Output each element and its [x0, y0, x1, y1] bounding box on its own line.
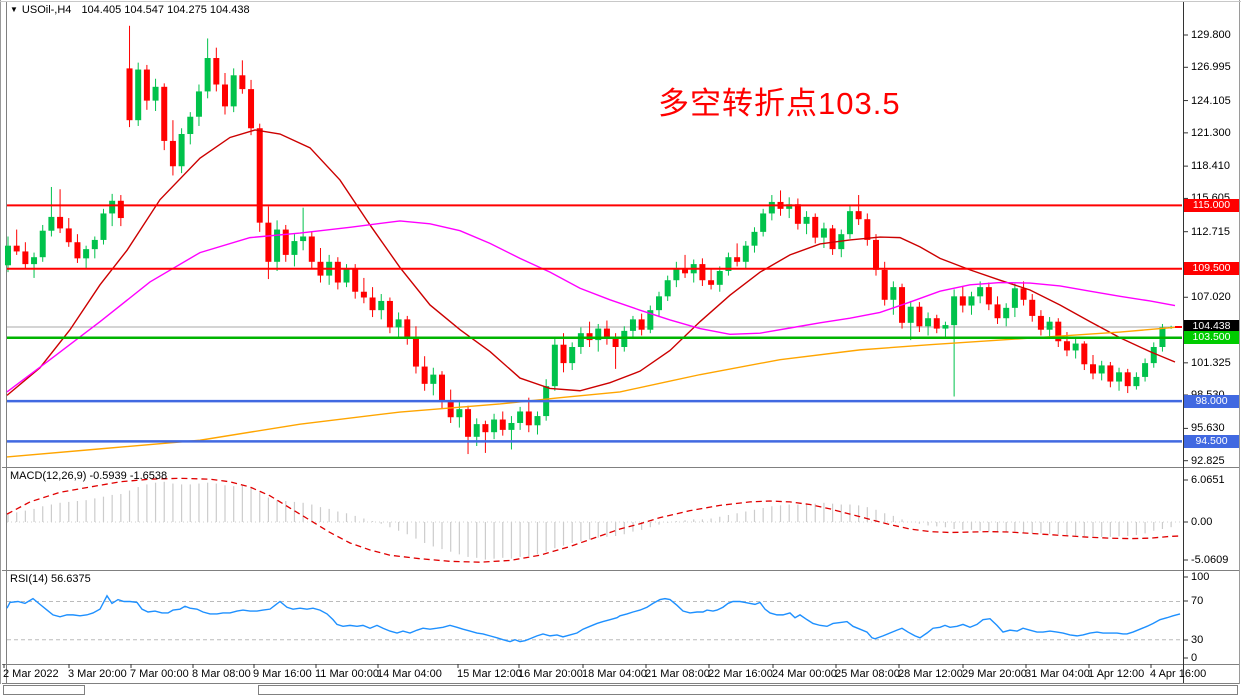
ma-mid-magenta: [6, 220, 1176, 393]
rsi-tick-label: 30: [1191, 634, 1204, 646]
price-tick-label: 101.325: [1191, 356, 1231, 369]
price-tick-label: 95.630: [1191, 422, 1225, 435]
rsi-label: RSI(14) 56.6375: [10, 573, 91, 585]
current-price-badge: 104.438: [1184, 320, 1239, 334]
time-axis-label: 29 Mar 20:00: [962, 668, 1027, 680]
time-axis-label: 16 Mar 20:00: [518, 668, 583, 680]
rsi-tick-label: 100: [1191, 571, 1210, 583]
rsi-tick-label: 70: [1191, 595, 1204, 607]
time-axis-label: 14 Mar 04:00: [377, 668, 442, 680]
time-axis-label: 15 Mar 12:00: [457, 668, 522, 680]
time-axis-label: 4 Apr 16:00: [1150, 668, 1207, 680]
time-axis-label: 21 Mar 08:00: [645, 668, 710, 680]
rsi-line: [6, 594, 1181, 643]
rsi-tick-label: 0: [1191, 652, 1198, 664]
macd-label: MACD(12,26,9) -0.5939 -1.6538: [10, 470, 168, 482]
time-axis-label: 8 Mar 08:00: [192, 668, 251, 680]
time-axis-label: 7 Mar 00:00: [130, 668, 189, 680]
macd-tick-label: 6.0651: [1191, 474, 1225, 486]
macd-tick-label: -5.0609: [1191, 554, 1229, 566]
scrollbar-left-box[interactable]: [3, 685, 85, 695]
price-tick-label: 126.995: [1191, 61, 1231, 74]
time-axis-label: 9 Mar 16:00: [253, 668, 312, 680]
macd-tick-label: 0.00: [1191, 516, 1213, 528]
price-level-badge: 109.500: [1184, 262, 1239, 276]
time-axis-label: 24 Mar 00:00: [772, 668, 837, 680]
time-axis-label: 28 Mar 12:00: [898, 668, 963, 680]
level-lines-layer[interactable]: [7, 204, 1182, 443]
time-axis-label: 1 Apr 12:00: [1088, 668, 1145, 680]
candles-layer: [5, 25, 1175, 455]
time-axis-label: 3 Mar 20:00: [68, 668, 127, 680]
time-axis-label: 11 Mar 00:00: [315, 668, 380, 680]
time-axis-label: 31 Mar 04:00: [1025, 668, 1090, 680]
price-tick-label: 112.715: [1191, 225, 1230, 238]
price-level-badge: 98.000: [1184, 394, 1239, 408]
macd-histogram: [7, 481, 1172, 560]
chart-annotation-text[interactable]: 多空转折点103.5: [658, 86, 901, 121]
chart-title: ▼ USOil-,H4 104.405 104.547 104.275 104.43…: [10, 4, 250, 16]
axis-tick-marks: [3, 34, 1188, 668]
macd-signal-line: [6, 477, 1181, 563]
price-tick-label: 129.800: [1191, 29, 1231, 41]
symbol-label: USOil-,H4: [21, 4, 72, 16]
price-tick-label: 124.105: [1191, 94, 1231, 107]
price-tick-label: 121.300: [1191, 126, 1231, 139]
price-level-badge: 103.500: [1184, 331, 1239, 345]
price-tick-label: 92.825: [1191, 454, 1225, 467]
price-tick-label: 118.410: [1191, 160, 1230, 173]
time-axis-label: 18 Mar 04:00: [582, 668, 647, 680]
ohlc-values: 104.405 104.547 104.275 104.438: [81, 4, 250, 16]
ma-fast-red: [6, 129, 1176, 396]
time-axis-label: 2 Mar 2022: [3, 668, 59, 680]
time-axis-label: 22 Mar 16:00: [708, 668, 773, 680]
symbol-dropdown-icon[interactable]: ▼: [10, 5, 18, 14]
ma-slow-orange: [6, 326, 1182, 458]
time-axis-label: 25 Mar 08:00: [835, 668, 900, 680]
scrollbar-thumb[interactable]: [258, 685, 1238, 695]
price-level-badge: 115.000: [1184, 198, 1239, 212]
price-tick-label: 107.020: [1191, 291, 1231, 304]
price-level-badge: 94.500: [1184, 434, 1239, 448]
